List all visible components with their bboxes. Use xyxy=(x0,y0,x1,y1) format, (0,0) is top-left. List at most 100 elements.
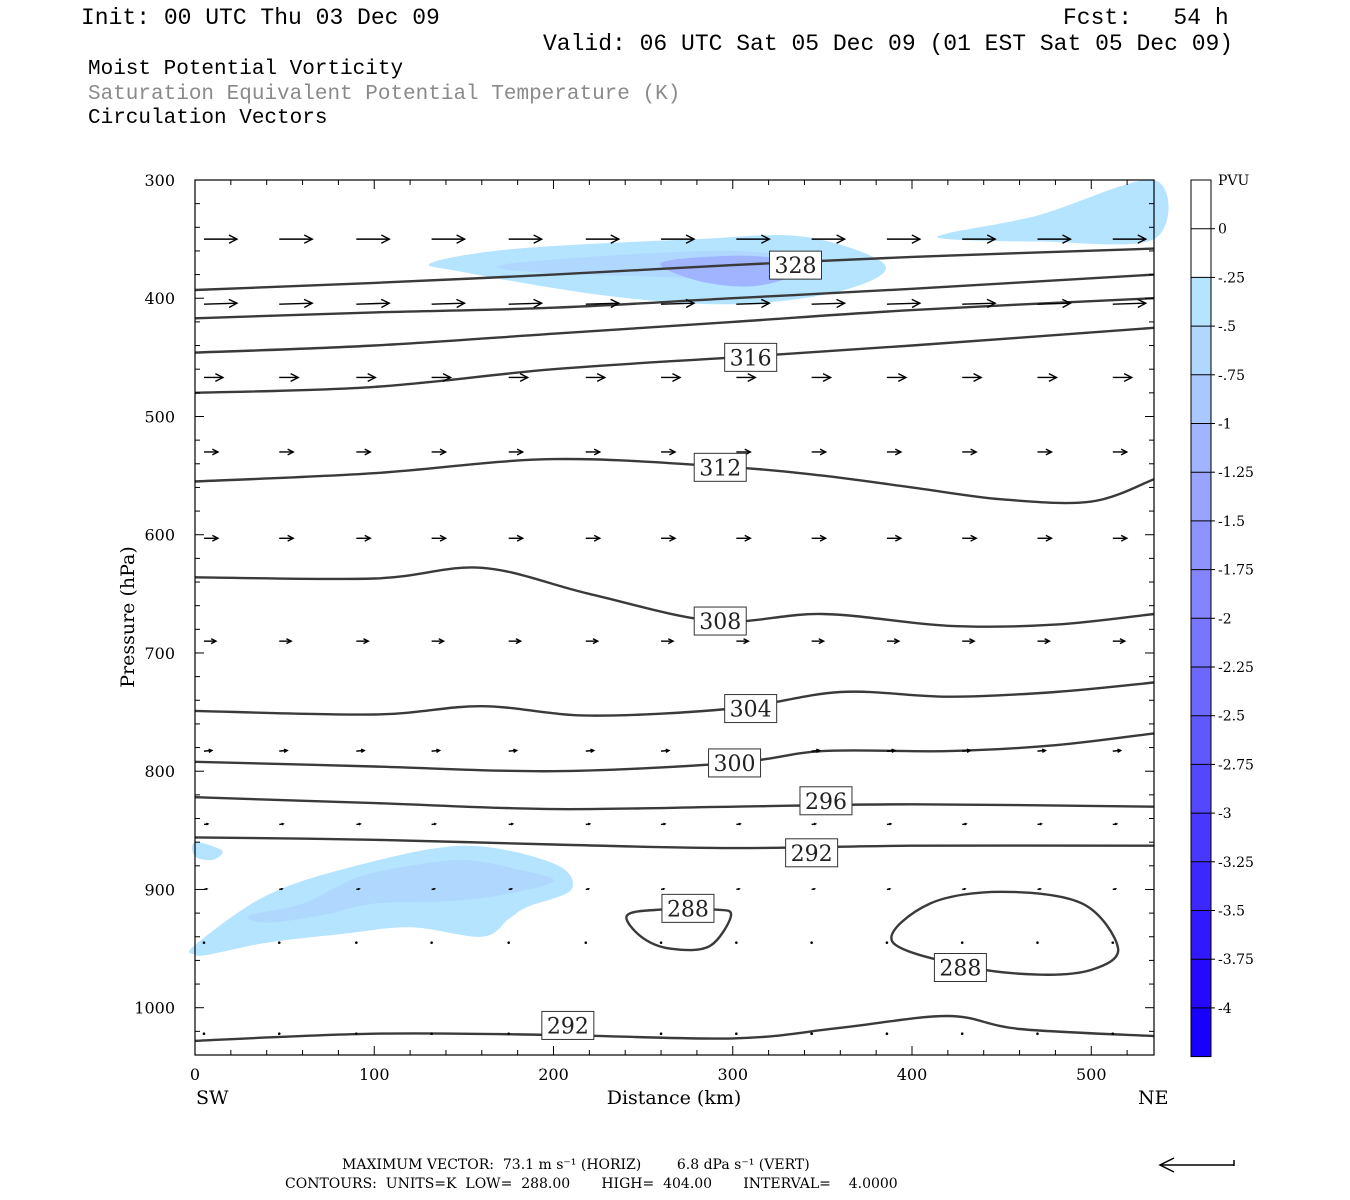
pv-region-5 xyxy=(247,859,554,923)
vector-arrow-8-9 xyxy=(886,887,892,891)
contour-300-7 xyxy=(194,732,1155,773)
vector-arrow-5-0 xyxy=(203,638,218,645)
vector-arrow-1-9 xyxy=(886,298,922,309)
vector-arrow-9-6 xyxy=(659,941,663,944)
vector-arrow-3-2 xyxy=(356,448,372,456)
vector-arrow-7-3 xyxy=(431,822,438,826)
vector-arrow-3-11 xyxy=(1037,448,1054,456)
vector-arrow-4-5 xyxy=(585,534,602,542)
vector-arrow-9-2 xyxy=(355,941,358,944)
vector-arrow-10-10 xyxy=(960,1032,964,1036)
contour-label-box-8 xyxy=(661,893,715,923)
vector-arrow-1-7 xyxy=(736,298,771,309)
colorbar-label-14: -3.5 xyxy=(1218,904,1245,920)
colorbar-swatch-8 xyxy=(1191,569,1211,619)
footer-contour-info: CONTOURS: UNITS=K LOW= 288.00 HIGH= 404.… xyxy=(285,1176,898,1192)
colorbar-label-12: -3 xyxy=(1218,806,1232,822)
colorbar-label-6: -1.5 xyxy=(1218,514,1245,530)
vector-arrow-0-0 xyxy=(203,234,239,244)
vector-arrow-3-12 xyxy=(1112,448,1129,456)
init-time: Init: 00 UTC Thu 03 Dec 09 xyxy=(81,5,440,31)
vector-arrow-0-4 xyxy=(508,234,544,244)
vector-arrow-10-3 xyxy=(430,1032,433,1036)
colorbar-swatch-9 xyxy=(1191,618,1211,667)
vector-arrow-1-11 xyxy=(1037,298,1073,309)
y-tick-label-800: 800 xyxy=(144,762,175,781)
vector-arrow-7-5 xyxy=(585,822,592,826)
contour-312-4 xyxy=(194,457,1155,505)
vector-arrow-2-5 xyxy=(585,372,607,382)
vector-arrow-1-2 xyxy=(356,298,391,309)
contour-label-10: 292 xyxy=(547,1014,589,1039)
vector-arrow-10-2 xyxy=(355,1032,358,1036)
contour-292-10 xyxy=(194,1014,1155,1042)
vector-arrow-1-12 xyxy=(1112,298,1148,309)
pv-region-3 xyxy=(936,179,1169,245)
vector-arrow-0-6 xyxy=(661,234,696,244)
vector-arrow-2-4 xyxy=(508,372,530,382)
vector-arrow-5-7 xyxy=(736,638,750,645)
closed-contour-288-1 xyxy=(890,890,1120,976)
vector-arrow-4-3 xyxy=(431,534,448,542)
vector-arrow-5-12 xyxy=(1112,638,1127,645)
vector-arrow-4-10 xyxy=(962,534,978,542)
vector-arrow-5-6 xyxy=(661,638,675,645)
vector-arrow-8-4 xyxy=(508,887,514,891)
colorbar-swatch-12 xyxy=(1191,764,1211,814)
contour-label-box-3 xyxy=(693,606,747,636)
vector-arrow-6-1 xyxy=(279,748,289,753)
vector-arrow-2-2 xyxy=(356,372,377,382)
colorbar-label-16: -4 xyxy=(1218,1001,1232,1017)
contour-label-5: 300 xyxy=(714,752,756,777)
vector-arrow-5-5 xyxy=(585,638,600,645)
vector-arrow-5-8 xyxy=(811,638,826,645)
title-vectors: Circulation Vectors xyxy=(88,107,328,130)
vector-arrow-1-6 xyxy=(661,298,696,309)
contour-label-9: 288 xyxy=(939,957,981,982)
colorbar-label-5: -1.25 xyxy=(1218,465,1254,481)
contour-label-box-10 xyxy=(541,1010,595,1040)
vector-arrow-1-10 xyxy=(962,298,997,309)
vector-arrow-1-4 xyxy=(508,298,544,309)
x-end-label-ne: NE xyxy=(1138,1087,1169,1109)
vector-arrow-6-12 xyxy=(1112,748,1123,753)
vector-arrow-0-10 xyxy=(962,234,997,244)
footer-max-vector: MAXIMUM VECTOR: 73.1 m s⁻¹ (HORIZ) 6.8 d… xyxy=(342,1157,810,1173)
vector-arrow-0-11 xyxy=(1037,234,1073,244)
contour-label-box-6 xyxy=(799,786,853,816)
vector-arrow-2-10 xyxy=(962,372,983,382)
y-axis-title: Pressure (hPa) xyxy=(117,546,139,688)
plot-frame xyxy=(194,179,1155,1056)
colorbar-label-3: -.75 xyxy=(1218,368,1245,384)
y-tick-label-600: 600 xyxy=(144,526,175,545)
colorbar-label-9: -2.25 xyxy=(1218,660,1254,676)
vector-arrow-6-5 xyxy=(585,748,596,753)
colorbar-swatch-7 xyxy=(1191,520,1211,570)
y-tick-label-1000: 1000 xyxy=(134,999,175,1018)
vector-arrow-6-6 xyxy=(661,748,671,753)
contour-label-box-1 xyxy=(724,342,778,372)
contour-label-1: 316 xyxy=(730,346,772,371)
x-axis-title: Distance (km) xyxy=(607,1087,742,1109)
vector-arrow-0-2 xyxy=(356,234,391,244)
vector-arrow-1-5 xyxy=(585,298,621,309)
vector-arrow-3-9 xyxy=(886,448,903,456)
vector-arrow-4-2 xyxy=(356,534,372,542)
vector-arrow-7-8 xyxy=(811,822,818,826)
vector-arrow-7-11 xyxy=(1037,822,1043,826)
vector-arrow-3-3 xyxy=(431,448,448,456)
vector-arrow-5-11 xyxy=(1037,638,1052,645)
contour-label-3: 308 xyxy=(699,610,741,635)
vector-arrow-0-8 xyxy=(811,234,847,244)
contour-328-0 xyxy=(194,247,1155,292)
colorbar-swatch-15 xyxy=(1191,910,1211,960)
vector-arrow-2-6 xyxy=(661,372,682,382)
vector-arrow-4-0 xyxy=(203,534,220,542)
vector-arrow-9-5 xyxy=(584,941,588,944)
vector-arrow-7-10 xyxy=(962,822,968,826)
vector-arrow-5-3 xyxy=(431,638,446,645)
vector-arrow-0-12 xyxy=(1112,234,1148,244)
contour-label-box-4 xyxy=(724,694,778,724)
colorbar-label-2: -.5 xyxy=(1218,319,1236,335)
vector-arrow-3-10 xyxy=(962,448,978,456)
